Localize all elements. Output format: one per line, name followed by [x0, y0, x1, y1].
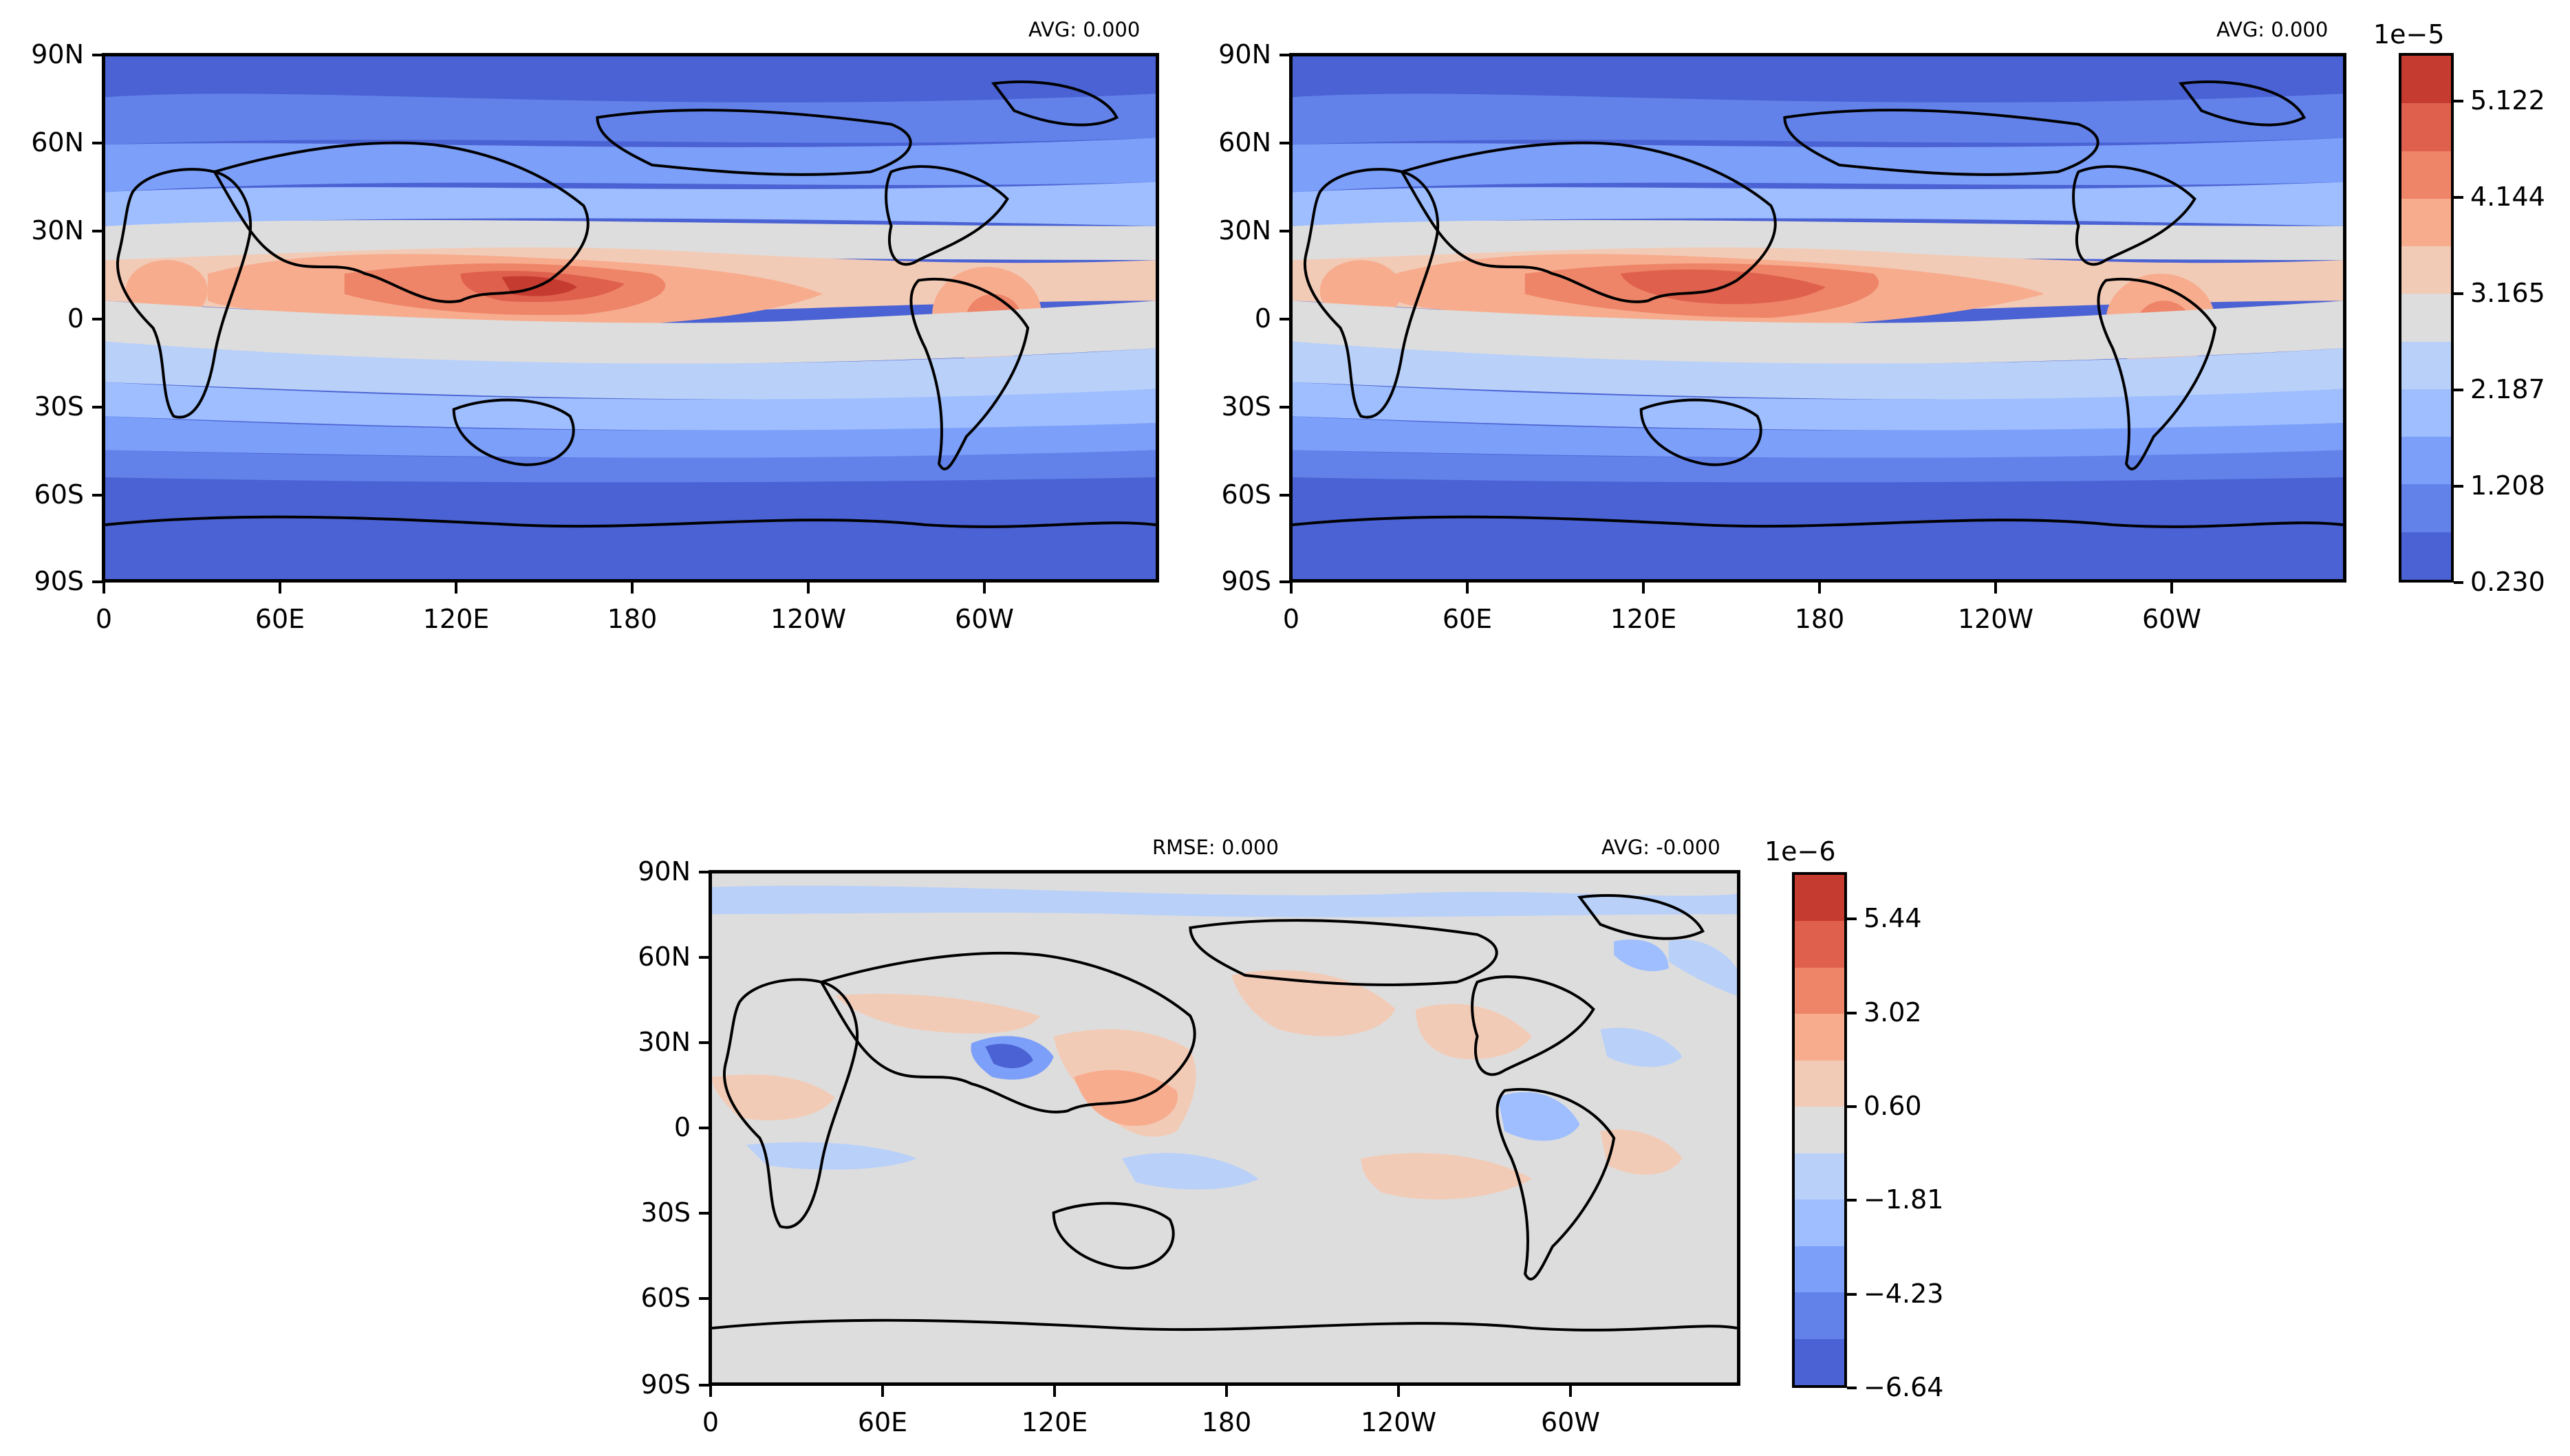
colorbar-band — [2401, 56, 2451, 104]
colorbar-band — [1795, 1153, 1844, 1200]
lat-label: 90N — [638, 856, 691, 887]
colorbar-tick — [1847, 1011, 1857, 1014]
lon-label: 120E — [422, 604, 490, 634]
lon-label: 60E — [255, 604, 305, 634]
lat-label: 90N — [1218, 39, 1271, 69]
colorbar-exponent: 1e−5 — [2373, 19, 2445, 50]
map-plot — [709, 870, 1740, 1386]
colorbar-tick-label: 5.44 — [1864, 903, 1922, 934]
colorbar-tick-label: −6.64 — [1864, 1372, 1944, 1402]
lon-label: 0 — [702, 1407, 720, 1437]
colorbar-tick — [2454, 581, 2463, 584]
lon-label: 60W — [2142, 604, 2201, 634]
colorbar-band — [2401, 246, 2451, 294]
lat-label: 0 — [1254, 303, 1271, 334]
lon-label: 60W — [955, 604, 1014, 634]
colorbar-band — [1795, 1060, 1844, 1107]
lat-label: 0 — [673, 1112, 691, 1142]
map-plot — [1289, 53, 2346, 583]
colorbar-tick — [1847, 1199, 1857, 1202]
colorbar-tick-label: 0.60 — [1864, 1090, 1922, 1121]
colorbar-band — [2401, 341, 2451, 389]
lat-label: 60N — [1218, 127, 1271, 157]
colorbar-tick-label: 0.230 — [2470, 567, 2545, 597]
lat-label: 30N — [31, 215, 84, 246]
colorbar-band — [1795, 1014, 1844, 1061]
colorbar-band — [1795, 1107, 1844, 1153]
lon-label: 120W — [1360, 1407, 1437, 1437]
colorbar-tick — [1847, 917, 1857, 921]
lat-label: 90N — [31, 39, 84, 69]
lon-label: 120E — [1021, 1407, 1088, 1437]
lat-label: 60S — [640, 1283, 691, 1313]
lon-label: 60E — [1442, 604, 1493, 634]
colorbar-band — [2401, 484, 2451, 532]
avg-label: AVG: 0.000 — [2216, 18, 2329, 41]
lon-label: 60W — [1541, 1407, 1600, 1437]
colorbar — [1792, 872, 1847, 1388]
colorbar-band — [2401, 198, 2451, 247]
lon-label: 0 — [1282, 604, 1300, 634]
avg-label: AVG: -0.000 — [1601, 836, 1720, 859]
colorbar-band — [2401, 389, 2451, 437]
colorbar-band — [1795, 875, 1844, 922]
lat-label: 30S — [1221, 391, 1271, 422]
colorbar-band — [1795, 1338, 1844, 1385]
lat-label: 0 — [67, 303, 84, 334]
lon-label: 120W — [1957, 604, 2034, 634]
rmse-label: RMSE: 0.000 — [1152, 836, 1279, 859]
lat-label: 30S — [640, 1197, 691, 1228]
precip-field — [1293, 56, 2343, 579]
lat-label: 90S — [640, 1369, 691, 1400]
lat-label: 60S — [34, 479, 84, 510]
colorbar — [2399, 53, 2454, 583]
colorbar-tick — [2454, 100, 2463, 103]
colorbar-tick — [2454, 196, 2463, 199]
lat-label: 90S — [1221, 566, 1271, 596]
lat-label: 30S — [34, 391, 84, 422]
lon-label: 0 — [95, 604, 113, 634]
lat-label: 30N — [1218, 215, 1271, 246]
colorbar-tick-label: 1.208 — [2470, 470, 2545, 501]
colorbar-tick-label: −1.81 — [1864, 1184, 1944, 1215]
lon-label: 180 — [1794, 604, 1845, 634]
colorbar-tick-label: 2.187 — [2470, 374, 2545, 405]
map-plot — [102, 53, 1159, 583]
colorbar-tick-label: 3.02 — [1864, 997, 1922, 1028]
lat-label: 60N — [638, 942, 691, 972]
colorbar-band — [2401, 103, 2451, 151]
colorbar-tick-label: −4.23 — [1864, 1278, 1944, 1309]
colorbar-band — [1795, 1292, 1844, 1339]
colorbar-tick-label: 5.122 — [2470, 85, 2545, 116]
colorbar-tick — [2454, 389, 2463, 392]
precip-field — [105, 56, 1156, 579]
colorbar-band — [2401, 151, 2451, 199]
lon-label: 60E — [857, 1407, 908, 1437]
colorbar-band — [1795, 1199, 1844, 1246]
colorbar-band — [1795, 1246, 1844, 1293]
lat-label: 60S — [1221, 479, 1271, 510]
colorbar-band — [2401, 294, 2451, 342]
lon-label: 180 — [607, 604, 658, 634]
avg-label: AVG: 0.000 — [1028, 18, 1141, 41]
colorbar-tick — [1847, 1292, 1857, 1296]
lon-label: 120E — [1610, 604, 1677, 634]
colorbar-tick-label: 3.165 — [2470, 278, 2545, 309]
colorbar-tick — [2454, 292, 2463, 296]
colorbar-tick — [1847, 1387, 1857, 1389]
diff-field — [712, 873, 1737, 1382]
lon-label: 180 — [1201, 1407, 1252, 1437]
colorbar-tick — [2454, 485, 2463, 488]
lon-label: 120W — [770, 604, 847, 634]
colorbar-tick — [1847, 1105, 1857, 1108]
colorbar-tick-label: 4.144 — [2470, 182, 2545, 213]
colorbar-band — [2401, 532, 2451, 580]
colorbar-exponent: 1e−6 — [1764, 836, 1836, 867]
lat-label: 90S — [34, 566, 84, 596]
colorbar-band — [1795, 967, 1844, 1014]
colorbar-band — [1795, 921, 1844, 968]
lat-label: 60N — [31, 127, 84, 157]
colorbar-band — [2401, 437, 2451, 485]
lat-label: 30N — [638, 1027, 691, 1057]
